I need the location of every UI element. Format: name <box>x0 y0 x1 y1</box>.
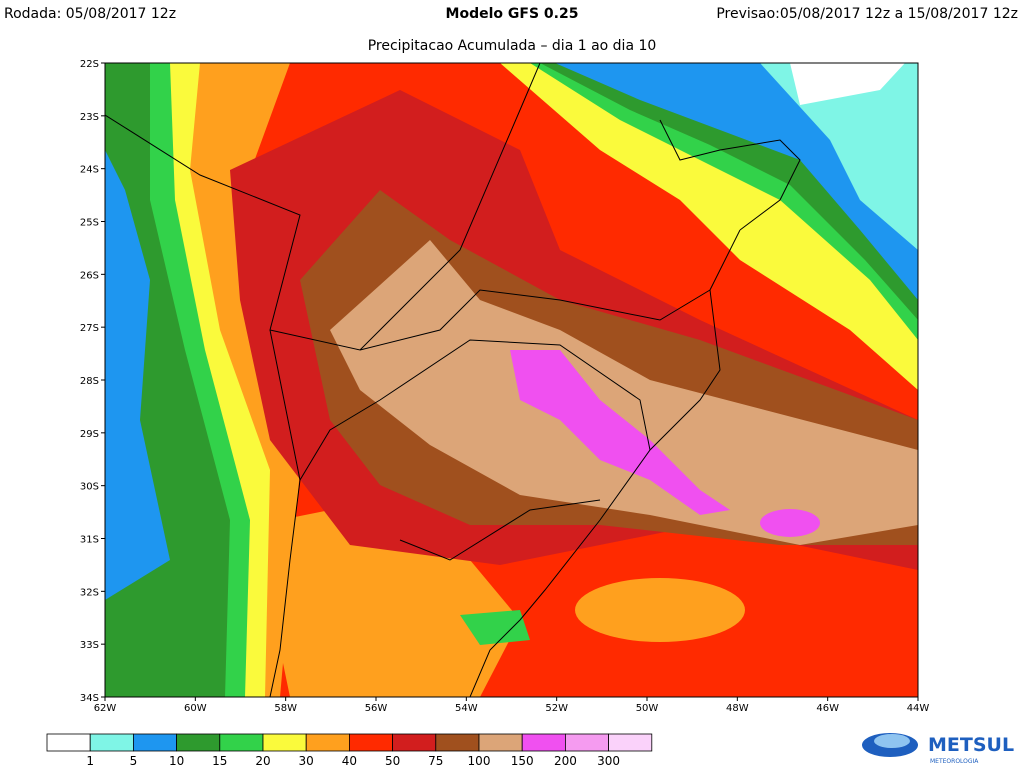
lat-label: 31S <box>80 535 99 546</box>
legend-swatch <box>219 733 264 752</box>
lat-label: 32S <box>80 587 99 598</box>
lon-label: 56W <box>365 703 388 714</box>
lon-label: 48W <box>726 703 749 714</box>
lon-label: 58W <box>274 703 297 714</box>
lat-label: 25S <box>80 218 99 229</box>
legend-swatch <box>392 733 437 752</box>
legend-swatch <box>305 733 350 752</box>
legend-swatch <box>608 733 653 752</box>
lat-label: 29S <box>80 429 99 440</box>
lat-label: 23S <box>80 112 99 123</box>
lon-label: 44W <box>907 703 930 714</box>
legend-label: 15 <box>212 754 227 768</box>
legend-swatch <box>435 733 480 752</box>
legend-label: 100 <box>468 754 491 768</box>
legend-swatch <box>478 733 523 752</box>
lat-label: 33S <box>80 640 99 651</box>
legend-swatch <box>132 733 177 752</box>
lon-label: 62W <box>94 703 117 714</box>
lat-label: 30S <box>80 482 99 493</box>
legend-label: 50 <box>385 754 400 768</box>
legend-label: 300 <box>597 754 620 768</box>
legend-label: 30 <box>299 754 314 768</box>
legend-label: 5 <box>130 754 138 768</box>
legend-swatch <box>348 733 393 752</box>
legend-label: 40 <box>342 754 357 768</box>
lat-label: 28S <box>80 376 99 387</box>
legend-label: 75 <box>428 754 443 768</box>
run-label: Rodada: 05/08/2017 12z <box>4 6 176 22</box>
logo-name: METSUL <box>928 734 1014 756</box>
map-axes: 22S23S24S25S26S27S28S29S30S31S32S33S34S6… <box>80 59 929 714</box>
legend-label: 200 <box>554 754 577 768</box>
legend-swatch <box>89 733 134 752</box>
lon-label: 52W <box>545 703 568 714</box>
logo-tagline: METEOROLOGIA <box>930 758 979 765</box>
lat-label: 27S <box>80 323 99 334</box>
subtitle: Precipitacao Acumulada – dia 1 ao dia 10 <box>368 38 657 54</box>
lon-label: 50W <box>636 703 659 714</box>
logo: METSUL METEOROLOGIA <box>862 733 1014 765</box>
legend-label: 20 <box>255 754 270 768</box>
lat-label: 24S <box>80 165 99 176</box>
lat-label: 26S <box>80 270 99 281</box>
lat-label: 22S <box>80 59 99 70</box>
legend-swatch <box>176 733 221 752</box>
legend-label: 150 <box>511 754 534 768</box>
legend-label: 10 <box>169 754 184 768</box>
lon-label: 54W <box>455 703 478 714</box>
legend-label: 1 <box>86 754 94 768</box>
forecast-label: Previsao:05/08/2017 12z a 15/08/2017 12z <box>716 6 1018 22</box>
legend-swatch <box>262 733 307 752</box>
lon-label: 46W <box>816 703 839 714</box>
legend-swatch <box>46 733 91 752</box>
legend-swatch <box>521 733 566 752</box>
lon-label: 60W <box>184 703 207 714</box>
model-label: Modelo GFS 0.25 <box>446 6 579 22</box>
precip-field <box>105 63 918 697</box>
lat-label: 34S <box>80 693 99 704</box>
legend-swatch <box>565 733 610 752</box>
legend: 1 5 10 15 20 30 40 50 75 100 150 200 300 <box>46 733 653 768</box>
